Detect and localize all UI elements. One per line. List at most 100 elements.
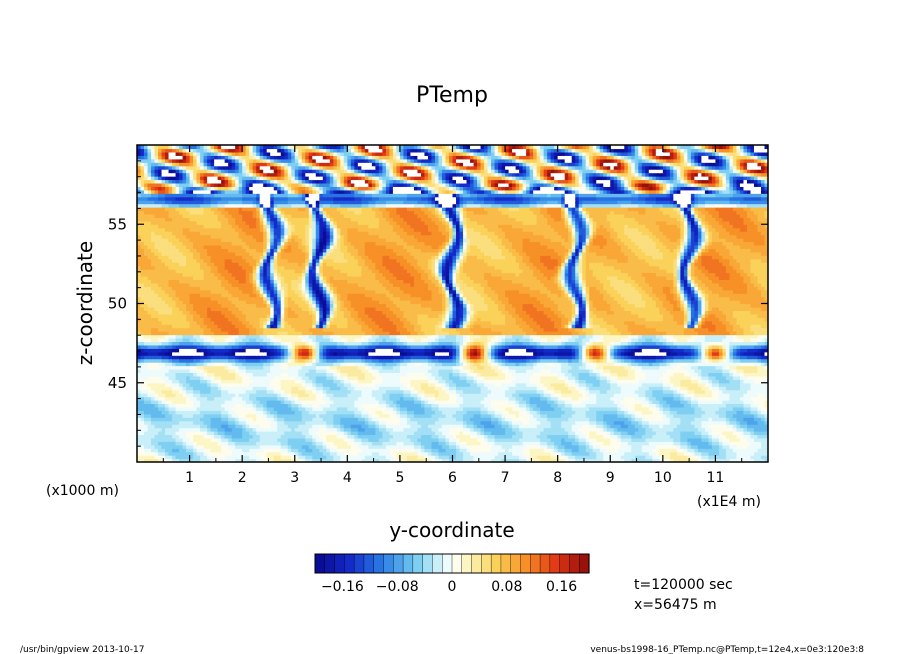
heatmap-cell xyxy=(519,420,524,425)
heatmap-cell xyxy=(603,386,608,391)
heatmap-cell xyxy=(505,379,510,384)
heatmap-cell xyxy=(445,393,450,398)
heatmap-cell xyxy=(617,417,622,422)
heatmap-cell xyxy=(424,427,429,432)
heatmap-cell xyxy=(676,441,681,446)
heatmap-cell xyxy=(343,451,348,456)
heatmap-cell xyxy=(718,399,724,405)
heatmap-cell xyxy=(448,430,454,436)
heatmap-cell xyxy=(448,427,454,432)
heatmap-cell xyxy=(406,430,412,436)
heatmap-cell xyxy=(456,437,461,442)
heatmap-cell xyxy=(221,458,226,462)
heatmap-cell xyxy=(645,379,650,384)
heatmap-cell xyxy=(368,406,373,411)
heatmap-cell xyxy=(470,406,475,411)
heatmap-cell xyxy=(210,441,215,446)
heatmap-cell xyxy=(641,413,646,418)
heatmap-cell xyxy=(375,399,380,405)
heatmap-cell xyxy=(214,403,219,408)
heatmap-cell xyxy=(158,448,163,453)
heatmap-cell xyxy=(196,368,201,374)
heatmap-cell xyxy=(491,420,496,425)
heatmap-cell xyxy=(526,444,531,449)
heatmap-cell xyxy=(641,379,646,384)
heatmap-cell xyxy=(662,389,667,394)
heatmap-cell xyxy=(466,375,471,380)
heatmap-cell xyxy=(438,382,443,387)
heatmap-cell xyxy=(715,379,720,384)
heatmap-cell xyxy=(627,368,632,374)
heatmap-cell xyxy=(582,403,587,408)
heatmap-cell xyxy=(294,406,299,411)
heatmap-cell xyxy=(179,379,184,384)
heatmap-cell xyxy=(406,382,412,387)
heatmap-cell xyxy=(210,413,215,418)
heatmap-cell xyxy=(498,410,503,415)
heatmap-cell xyxy=(704,455,710,460)
heatmap-cell xyxy=(708,403,713,408)
heatmap-cell xyxy=(441,417,447,422)
heatmap-cell xyxy=(200,375,205,380)
heatmap-cell xyxy=(441,448,447,453)
heatmap-cell xyxy=(256,424,261,429)
heatmap-cell xyxy=(515,417,520,422)
heatmap-cell xyxy=(466,458,471,462)
heatmap-cell xyxy=(589,424,594,429)
heatmap-cell xyxy=(368,458,373,462)
heatmap-cell xyxy=(182,424,187,429)
heatmap-cell xyxy=(610,441,615,446)
heatmap-cell xyxy=(441,455,447,460)
heatmap-cell xyxy=(389,441,394,446)
heatmap-cell xyxy=(459,393,464,398)
heatmap-cell xyxy=(589,448,594,453)
heatmap-cell xyxy=(175,368,180,374)
heatmap-cell xyxy=(396,448,401,453)
heatmap-cell xyxy=(575,386,580,391)
heatmap-cell xyxy=(624,427,629,432)
heatmap-cell xyxy=(501,420,506,425)
heatmap-cell xyxy=(638,368,643,374)
heatmap-cell xyxy=(494,403,499,408)
heatmap-cell xyxy=(596,458,601,462)
heatmap-cell xyxy=(413,458,419,462)
heatmap-cell xyxy=(224,403,229,408)
heatmap-cell xyxy=(757,375,762,380)
heatmap-cell xyxy=(322,444,327,449)
heatmap-cell xyxy=(676,437,681,442)
heatmap-cell xyxy=(718,372,724,377)
heatmap-cell xyxy=(568,399,573,405)
heatmap-cell xyxy=(456,403,461,408)
heatmap-cell xyxy=(760,379,766,384)
heatmap-cell xyxy=(287,458,292,462)
heatmap-cell xyxy=(200,417,205,422)
heatmap-cell xyxy=(715,375,720,380)
heatmap-cell xyxy=(172,437,177,442)
heatmap-cell xyxy=(624,420,629,425)
heatmap-cell xyxy=(336,393,341,398)
heatmap-cell xyxy=(273,451,278,456)
heatmap-cell xyxy=(680,413,685,418)
heatmap-cell xyxy=(354,403,359,408)
heatmap-cell xyxy=(648,406,653,411)
heatmap-cell xyxy=(210,375,215,380)
heatmap-cell xyxy=(147,382,152,387)
heatmap-cell xyxy=(151,444,156,449)
heatmap-cell xyxy=(627,410,632,415)
heatmap-cell xyxy=(182,372,187,377)
heatmap-cell xyxy=(406,420,412,425)
heatmap-cell xyxy=(456,410,461,415)
heatmap-cell xyxy=(571,406,576,411)
heatmap-cell xyxy=(736,458,741,462)
heatmap-cell xyxy=(620,379,625,384)
heatmap-cell xyxy=(168,403,173,408)
heatmap-cell xyxy=(200,434,205,439)
heatmap-cell xyxy=(550,427,555,432)
heatmap-cell xyxy=(610,448,615,453)
heatmap-cell xyxy=(228,413,233,418)
heatmap-cell xyxy=(294,455,299,460)
heatmap-cell xyxy=(505,437,510,442)
heatmap-cell xyxy=(662,379,667,384)
heatmap-cell xyxy=(764,430,768,436)
heatmap-cell xyxy=(291,441,296,446)
